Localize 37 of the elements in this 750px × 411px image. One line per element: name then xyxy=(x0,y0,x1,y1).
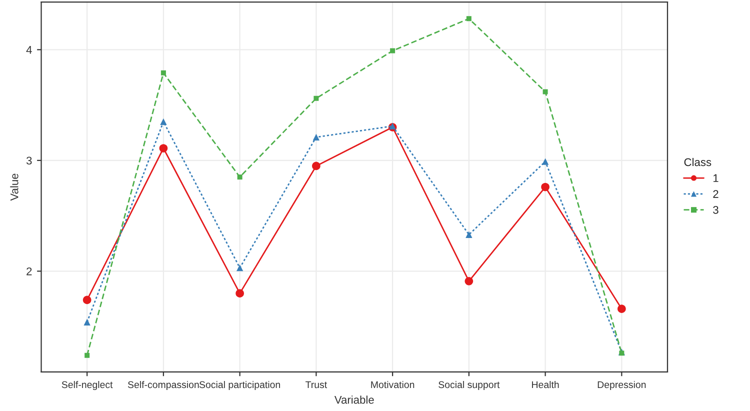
point xyxy=(312,134,320,140)
point xyxy=(542,89,548,94)
point xyxy=(84,318,90,326)
legend-label: 2 xyxy=(713,190,718,198)
point xyxy=(159,144,168,152)
point xyxy=(464,276,474,286)
legend-label: 1 xyxy=(714,174,718,182)
x-tick-label: Trust xyxy=(306,381,328,388)
point xyxy=(312,162,320,170)
point xyxy=(618,304,626,313)
point xyxy=(82,296,92,304)
point xyxy=(390,48,396,54)
x-axis-title: Variable xyxy=(334,396,374,404)
point xyxy=(160,70,166,76)
point xyxy=(237,174,242,180)
y-tick-label: 2 xyxy=(26,267,32,276)
x-tick-label: Self-compassion xyxy=(128,380,199,390)
y-tick-label: 4 xyxy=(26,46,32,54)
x-tick-label: Social participation xyxy=(199,380,280,390)
y-tick-label: 3 xyxy=(26,156,32,165)
point xyxy=(84,352,90,358)
point xyxy=(314,96,319,101)
point xyxy=(466,231,472,238)
point xyxy=(160,118,167,125)
x-tick-label: Depression xyxy=(598,380,646,390)
point xyxy=(236,289,244,298)
legend-label: 3 xyxy=(713,206,718,214)
x-tick-label: Self-neglect xyxy=(62,380,113,390)
point xyxy=(466,16,472,22)
point xyxy=(541,182,550,192)
legend-title: Class xyxy=(684,158,712,166)
y-axis-title: Value xyxy=(10,174,18,201)
x-tick-label: Health xyxy=(532,380,559,388)
point xyxy=(542,158,549,165)
x-tick-label: Social support xyxy=(438,380,500,390)
point xyxy=(236,264,244,272)
x-tick-label: Motivation xyxy=(371,380,414,388)
